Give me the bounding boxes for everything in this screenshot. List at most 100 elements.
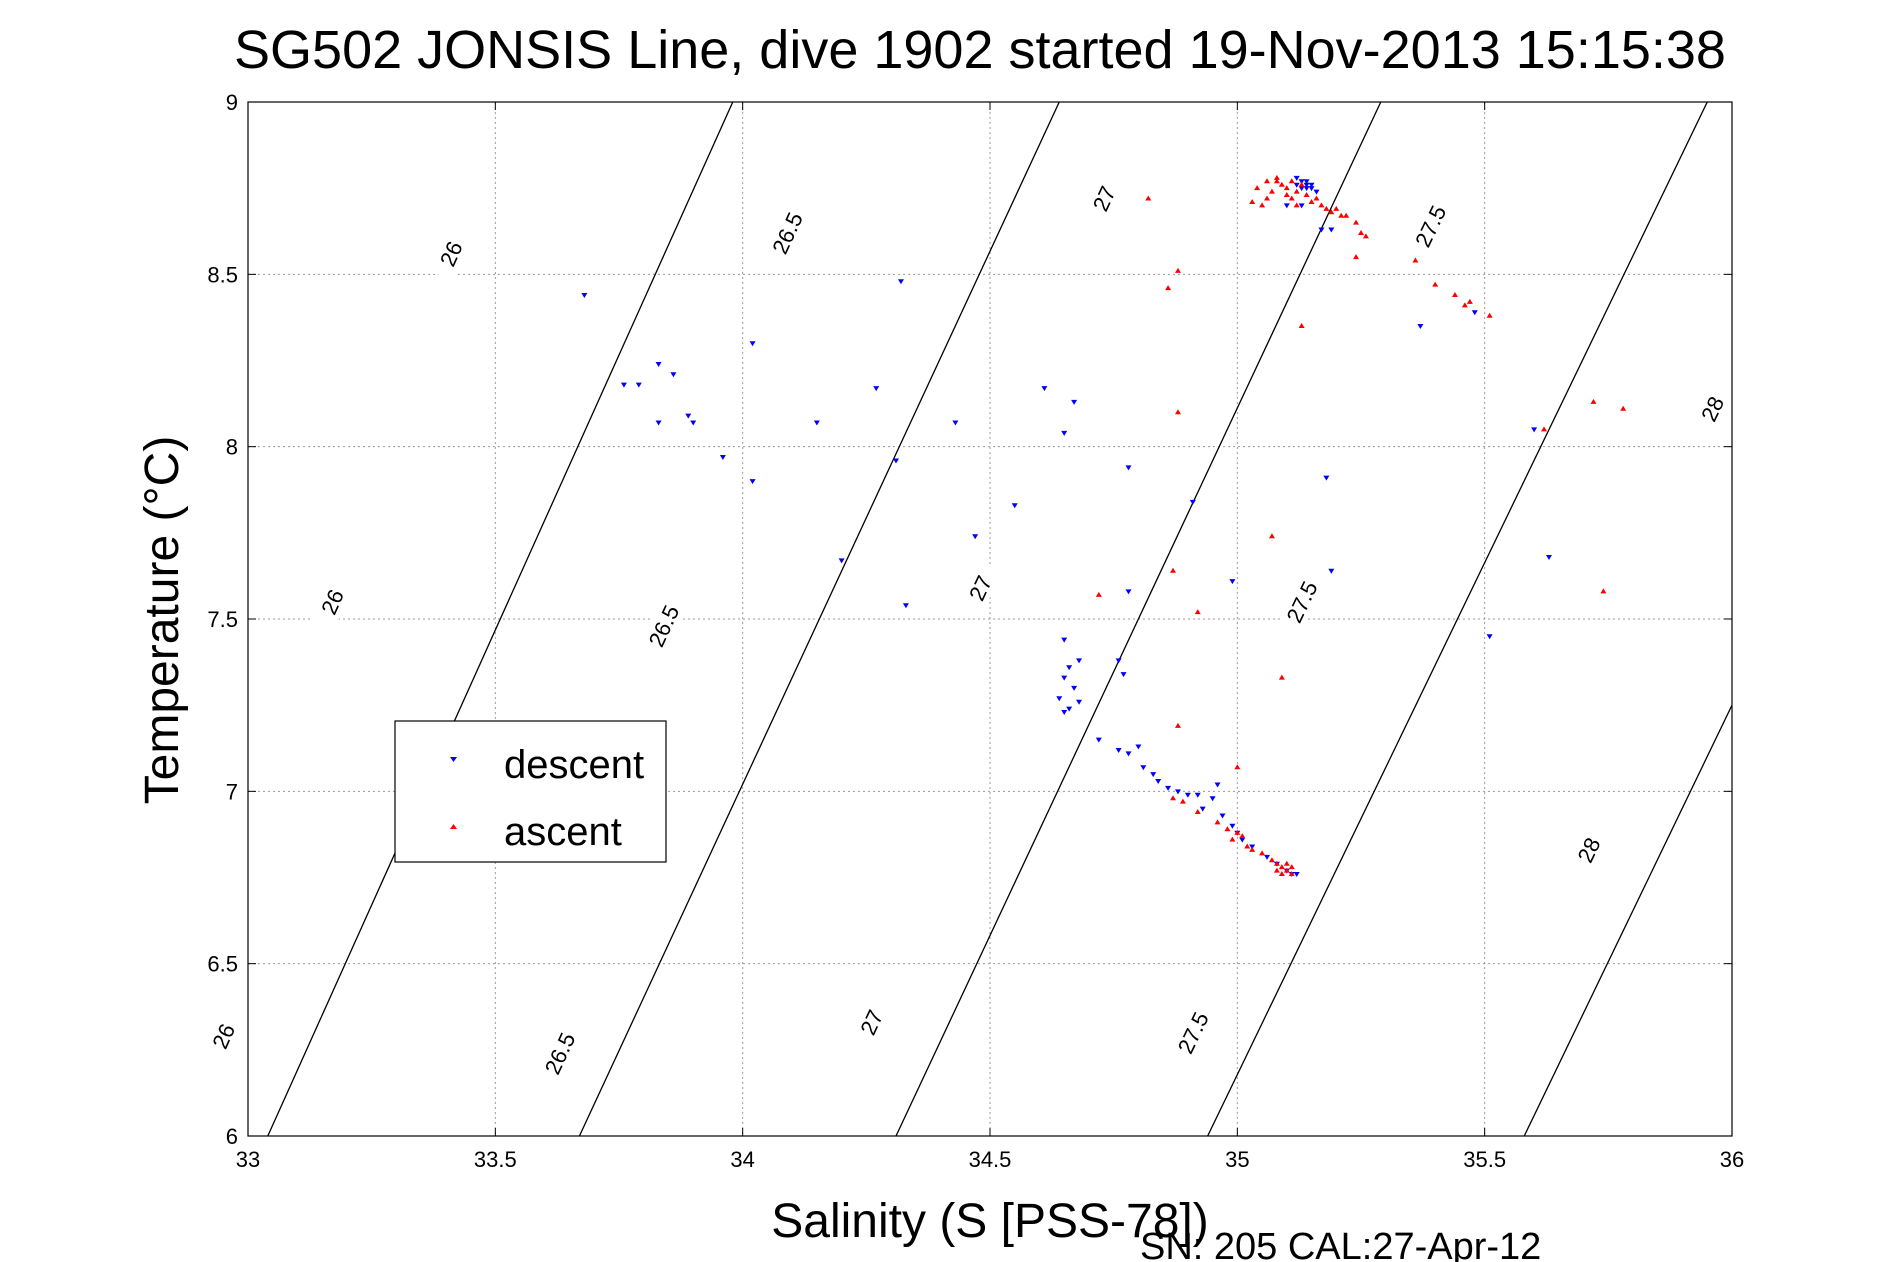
descent-point: [1061, 430, 1068, 436]
x-tick-label: 36: [1720, 1147, 1744, 1172]
descent-point: [1308, 186, 1315, 192]
descent-point: [581, 293, 588, 299]
legend-descent-marker: [450, 757, 457, 762]
ascent-point: [1194, 609, 1201, 615]
descent-point: [620, 382, 627, 388]
ascent-point: [1358, 229, 1364, 235]
ascent-point: [1254, 185, 1261, 191]
y-tick-label: 9: [226, 90, 238, 115]
ascent-point: [1264, 178, 1271, 184]
ascent-point: [1273, 174, 1280, 180]
ascent-point: [1293, 188, 1300, 194]
descent-point: [897, 279, 904, 285]
y-tick-label: 6: [226, 1124, 238, 1149]
descent-point: [1313, 189, 1320, 195]
ascent-point: [1323, 205, 1330, 211]
ascent-point: [1432, 281, 1439, 287]
ascent-point: [1278, 181, 1285, 187]
descent-point: [1011, 503, 1018, 509]
chart-title: SG502 JONSIS Line, dive 1902 started 19-…: [234, 20, 1726, 80]
ascent-point: [1268, 533, 1275, 539]
ascent-point: [1174, 267, 1181, 273]
density-contour-label-background: [1566, 822, 1611, 878]
ascent-point: [1278, 674, 1285, 680]
descent-point: [655, 361, 662, 367]
ascent-point: [1273, 867, 1280, 873]
descent-point: [972, 534, 979, 540]
ascent-point: [1303, 192, 1310, 198]
density-contours: [267, 102, 1732, 1136]
x-tick-label: 33: [236, 1147, 260, 1172]
density-contour-label-background: [641, 598, 686, 654]
density-contour-label-background: [765, 205, 810, 261]
ascent-point: [1273, 178, 1280, 184]
descent-point: [1066, 706, 1073, 712]
ascent-point: [1313, 195, 1320, 201]
descent-point: [1293, 175, 1300, 181]
descent-point: [1303, 182, 1310, 188]
ascent-point: [1179, 798, 1186, 804]
legend-ascent-label: ascent: [504, 810, 622, 854]
legend-ascent-marker: [450, 824, 457, 829]
descent-point: [1323, 475, 1330, 481]
axis-ticks: 33 33.5 34 34.5 35 35.5 36 6 6.5 7 7.5 8 8.5 9: [207, 90, 1744, 1172]
descent-point: [1471, 310, 1478, 316]
descent-point: [1229, 823, 1236, 829]
y-tick-label: 8.5: [207, 262, 238, 287]
descent-point: [690, 420, 697, 426]
ascent-point: [1249, 198, 1256, 204]
descent-point: [1239, 837, 1246, 843]
x-tick-label: 34: [730, 1147, 754, 1172]
ascent-point: [1541, 426, 1548, 432]
density-contour-28: [1523, 704, 1732, 1136]
density-contour-label-background: [429, 226, 473, 281]
descent-point: [1264, 854, 1271, 860]
density-contour-26.5: [578, 102, 1060, 1136]
ascent-point: [1244, 843, 1251, 849]
ascent-point: [1590, 398, 1597, 404]
descent-point: [1125, 465, 1132, 471]
descent-point: [719, 455, 726, 461]
ascent-point: [1174, 722, 1181, 728]
descent-point: [1293, 872, 1300, 878]
descent-point: [1076, 658, 1083, 664]
y-tick-label: 7.5: [207, 607, 238, 632]
ascent-point: [1234, 829, 1241, 835]
descent-point: [1155, 778, 1162, 784]
descent-point: [1308, 182, 1315, 188]
ascent-point: [1318, 202, 1325, 208]
descent-point: [1120, 672, 1127, 678]
ascent-point: [1283, 192, 1290, 198]
descent-point: [1115, 747, 1122, 753]
x-tick-label: 35: [1225, 1147, 1249, 1172]
descent-point: [1174, 789, 1181, 795]
descent-point: [1140, 765, 1147, 771]
descent-point: [1545, 554, 1552, 560]
ascent-point: [1293, 202, 1300, 208]
descent-point: [1071, 685, 1078, 691]
descent-point: [873, 386, 880, 392]
ascent-point: [1268, 188, 1275, 194]
descent-point: [1041, 386, 1048, 392]
descent-point: [1056, 696, 1063, 702]
x-tick-label: 35.5: [1463, 1147, 1506, 1172]
density-contour-label-background: [310, 574, 354, 629]
ascent-point: [1412, 257, 1419, 263]
descent-point: [1165, 785, 1172, 791]
descent-point: [1303, 179, 1310, 185]
descent-point: [749, 479, 756, 485]
descent-point: [635, 382, 642, 388]
descent-point: [1229, 579, 1236, 585]
descent-point: [1219, 813, 1226, 819]
density-contour-label-background: [1690, 381, 1735, 437]
descent-point: [670, 372, 677, 378]
ascent-point: [1338, 212, 1345, 218]
descent-point: [1115, 658, 1122, 664]
descent-point: [952, 420, 959, 426]
density-contour-label-background: [201, 1008, 245, 1064]
descent-point: [1417, 324, 1424, 330]
ascent-point: [1308, 198, 1315, 204]
x-axis-label: Salinity (S [PSS-78]): [771, 1195, 1208, 1248]
descent-point: [1328, 568, 1335, 574]
